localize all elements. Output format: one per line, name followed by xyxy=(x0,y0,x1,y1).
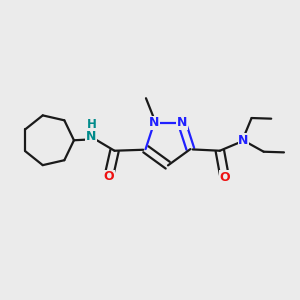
Text: N: N xyxy=(177,116,187,129)
Text: O: O xyxy=(103,170,114,183)
Text: O: O xyxy=(219,171,230,184)
Text: N: N xyxy=(149,116,159,129)
Text: N: N xyxy=(86,130,96,143)
Text: H: H xyxy=(87,118,97,131)
Text: N: N xyxy=(238,134,249,147)
